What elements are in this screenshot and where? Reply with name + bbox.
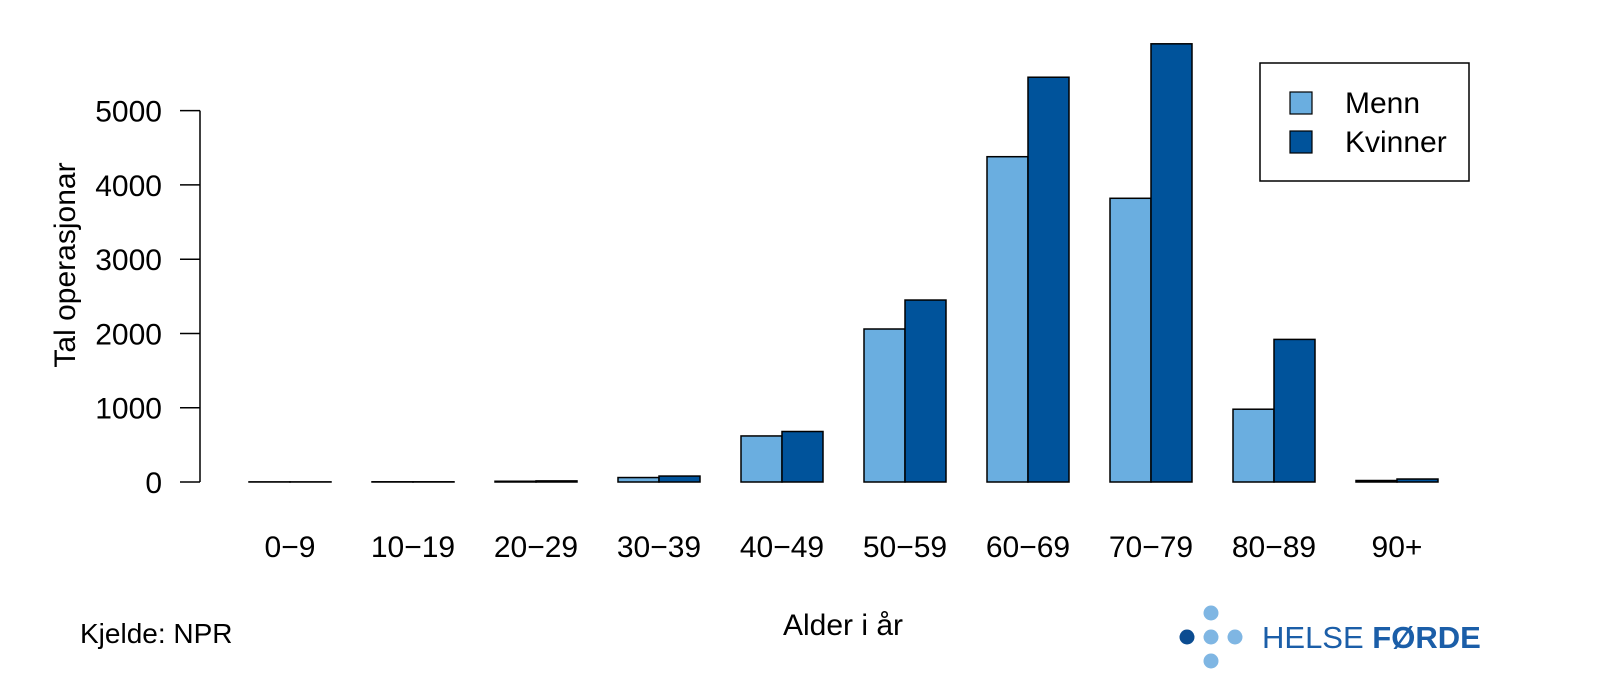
logo-dot-left	[1179, 629, 1195, 645]
legend: Menn Kvinner	[1259, 62, 1470, 182]
bar-menn-6	[986, 155, 1029, 483]
y-tick-label-0: 0	[145, 467, 162, 500]
source-note: Kjelde: NPR	[80, 618, 233, 649]
x-tick-labels: 0−9 10−19 20−29 30−39 40−49 50−59 60−69 70−79 80…	[265, 531, 1423, 564]
legend-label-kvinner: Kvinner	[1345, 126, 1447, 159]
y-axis: 0 1000 2000 3000 4000 5000	[95, 96, 201, 500]
bar-menn-2	[494, 480, 537, 483]
x-tick-label-0: 0−9	[265, 531, 316, 564]
logo-dot-right	[1227, 629, 1243, 645]
x-tick-label-1: 10−19	[371, 531, 455, 564]
legend-label-menn: Menn	[1345, 87, 1420, 120]
logo-dot-bottom	[1203, 653, 1219, 669]
legend-box	[1259, 62, 1470, 182]
bar-menn-3	[617, 476, 660, 483]
bar-kvinner-2	[535, 480, 578, 483]
y-tick-label-2: 2000	[95, 318, 162, 351]
helse-forde-logo: HELSE FØRDE	[1179, 605, 1481, 669]
bar-kvinner-8	[1273, 338, 1316, 483]
bar-kvinner-4	[781, 430, 824, 483]
logo-dot-top	[1203, 605, 1219, 621]
bar-menn-5	[863, 328, 906, 483]
bar-menn-7	[1109, 197, 1152, 483]
y-tick-label-3: 3000	[95, 244, 162, 277]
y-tick-label-4: 4000	[95, 170, 162, 203]
bar-kvinner-9	[1396, 478, 1439, 483]
bar-kvinner-3	[658, 475, 701, 483]
legend-swatch-menn	[1289, 91, 1313, 115]
bar-kvinner-6	[1027, 76, 1070, 483]
x-axis-title: Alder i år	[783, 609, 903, 642]
bar-kvinner-5	[904, 299, 947, 483]
logo-word-helse: HELSE	[1262, 620, 1372, 655]
x-tick-label-8: 80−89	[1232, 531, 1316, 564]
y-axis-title: Tal operasjonar	[49, 162, 82, 367]
x-tick-label-5: 50−59	[863, 531, 947, 564]
y-tick-label-5: 5000	[95, 96, 162, 129]
bar-kvinner-7	[1150, 43, 1193, 483]
x-tick-label-2: 20−29	[494, 531, 578, 564]
y-tick-label-1: 1000	[95, 393, 162, 426]
bar-menn-8	[1232, 408, 1275, 483]
bar-menn-4	[740, 435, 783, 483]
bar-menn-9	[1355, 479, 1398, 483]
bars-group	[248, 43, 1439, 483]
legend-swatch-kvinner	[1289, 130, 1313, 154]
x-tick-label-9: 90+	[1372, 531, 1423, 564]
x-tick-label-6: 60−69	[986, 531, 1070, 564]
logo-wordmark: HELSE FØRDE	[1262, 620, 1481, 655]
logo-dot-center	[1203, 629, 1219, 645]
x-tick-label-4: 40−49	[740, 531, 824, 564]
logo-word-forde: FØRDE	[1372, 620, 1481, 655]
x-tick-label-3: 30−39	[617, 531, 701, 564]
x-tick-label-7: 70−79	[1109, 531, 1193, 564]
